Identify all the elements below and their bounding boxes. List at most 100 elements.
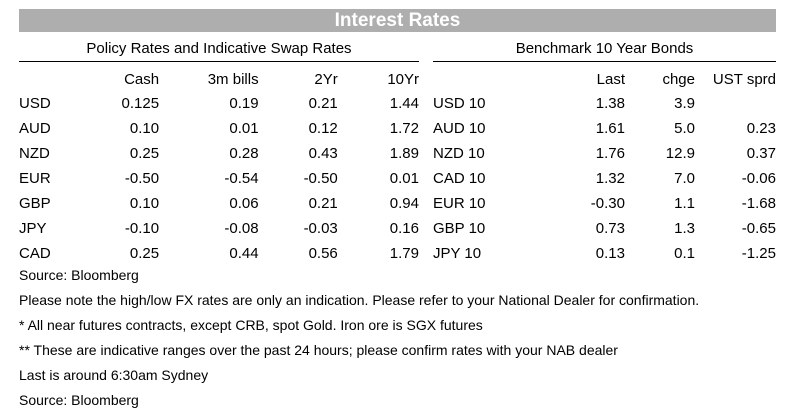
table-cell: -0.50 [124, 170, 160, 187]
table-cell: 1.32 [595, 170, 625, 187]
table-cell: -0.06 [741, 170, 776, 187]
table-cell [695, 91, 776, 116]
column-header: chge [662, 71, 695, 88]
table-cell: 0.56 [308, 245, 338, 262]
futures-note: * All near futures contracts, except CRB… [19, 317, 483, 333]
table-cell: 1.89 [389, 145, 419, 162]
row-label: AUD 10 [433, 120, 486, 137]
table-cell: 0.10 [129, 120, 160, 137]
table-cell: 0.01 [229, 120, 259, 137]
source-note: Source: Bloomberg [19, 267, 139, 283]
table-cell: 0.1 [674, 245, 695, 262]
column-header: 2Yr [314, 71, 338, 88]
column-header-blank [433, 61, 533, 91]
table-cell: 0.06 [229, 195, 259, 212]
table-cell: 1.76 [595, 145, 625, 162]
ranges-note: ** These are indicative ranges over the … [19, 342, 618, 358]
column-header: 10Yr [387, 71, 419, 88]
table-cell: -0.54 [224, 170, 259, 187]
table-row: USD 10 1.38 3.9 [433, 91, 776, 116]
table-cell: 1.38 [595, 95, 625, 112]
table-cell: 0.10 [129, 195, 160, 212]
table-cell: 1.44 [389, 95, 419, 112]
table-row: CAD 10 1.32 7.0 -0.06 [433, 166, 776, 191]
table-cell: -1.25 [741, 245, 776, 262]
row-label: GBP [19, 195, 51, 212]
table-row: AUD 0.10 0.01 0.12 1.72 [19, 116, 419, 141]
table-cell: 3.9 [674, 95, 695, 112]
table-cell: 0.25 [129, 145, 160, 162]
column-header: Last [596, 71, 625, 88]
table-cell: 1.1 [674, 195, 695, 212]
table-cell: 0.23 [746, 120, 776, 137]
policy-rates-table: Cash 3m bills 2Yr 10Yr USD 0.125 0.19 0.21 1… [19, 61, 419, 266]
row-label: CAD [19, 245, 51, 262]
bond-yields-heading: Benchmark 10 Year Bonds [433, 41, 776, 62]
table-cell: 0.01 [389, 170, 419, 187]
table-cell: 0.44 [229, 245, 259, 262]
row-label: NZD [19, 145, 50, 162]
table-cell: 1.61 [595, 120, 625, 137]
table-row: JPY -0.10 -0.08 -0.03 0.16 [19, 216, 419, 241]
table-cell: -0.08 [224, 220, 259, 237]
page-title: Interest Rates [19, 9, 776, 32]
table-cell: 0.13 [595, 245, 625, 262]
column-header: Cash [124, 71, 160, 88]
table-cell: 0.25 [129, 245, 160, 262]
table-cell: 0.73 [595, 220, 625, 237]
table-row: EUR 10 -0.30 1.1 -1.68 [433, 191, 776, 216]
table-cell: -0.50 [303, 170, 338, 187]
table-cell: 12.9 [665, 145, 695, 162]
source-note: Source: Bloomberg [19, 392, 139, 408]
table-cell: 1.79 [389, 245, 419, 262]
table-cell: -1.68 [741, 195, 776, 212]
table-cell: -0.30 [590, 195, 625, 212]
row-label: EUR [19, 170, 51, 187]
table-row: NZD 0.25 0.28 0.43 1.89 [19, 141, 419, 166]
table-header-row: Last chge UST sprd [433, 61, 776, 91]
row-label: JPY 10 [433, 245, 482, 262]
column-header: UST sprd [712, 71, 776, 88]
table-cell: 0.28 [229, 145, 259, 162]
table-cell: -0.10 [124, 220, 160, 237]
table-cell: 0.16 [389, 220, 419, 237]
table-row: CAD 0.25 0.44 0.56 1.79 [19, 241, 419, 266]
column-header: 3m bills [207, 71, 259, 88]
table-row: USD 0.125 0.19 0.21 1.44 [19, 91, 419, 116]
table-row: EUR -0.50 -0.54 -0.50 0.01 [19, 166, 419, 191]
policy-rates-heading: Policy Rates and Indicative Swap Rates [19, 41, 419, 62]
table-cell: -0.03 [303, 220, 338, 237]
table-cell: 0.21 [308, 95, 338, 112]
table-row: GBP 10 0.73 1.3 -0.65 [433, 216, 776, 241]
footnotes: Source: Bloomberg Please note the high/l… [19, 266, 699, 416]
disclaimer-note: Please note the high/low FX rates are on… [19, 292, 700, 308]
table-cell: 7.0 [674, 170, 695, 187]
row-label: EUR 10 [433, 195, 486, 212]
table-cell: 1.72 [389, 120, 419, 137]
table-header-row: Cash 3m bills 2Yr 10Yr [19, 61, 419, 91]
table-cell: 0.43 [308, 145, 338, 162]
row-label: AUD [19, 120, 51, 137]
table-cell: 0.19 [229, 95, 259, 112]
table-cell: -0.65 [741, 220, 776, 237]
table-cell: 0.94 [389, 195, 419, 212]
row-label: NZD 10 [433, 145, 485, 162]
table-row: NZD 10 1.76 12.9 0.37 [433, 141, 776, 166]
table-cell: 0.125 [121, 95, 160, 112]
table-cell: 1.3 [674, 220, 695, 237]
table-cell: 0.37 [746, 145, 776, 162]
row-label: GBP 10 [433, 220, 486, 237]
row-label: JPY [19, 220, 47, 237]
column-header-blank [19, 61, 80, 91]
bond-yields-table: Last chge UST sprd USD 10 1.38 3.9 AUD 10 1.… [433, 61, 776, 266]
table-cell: 5.0 [674, 120, 695, 137]
table-cell: 0.12 [308, 120, 338, 137]
table-row: GBP 0.10 0.06 0.21 0.94 [19, 191, 419, 216]
row-label: USD [19, 95, 51, 112]
table-row: JPY 10 0.13 0.1 -1.25 [433, 241, 776, 266]
timing-note: Last is around 6:30am Sydney [19, 367, 209, 383]
table-row: AUD 10 1.61 5.0 0.23 [433, 116, 776, 141]
row-label: USD 10 [433, 95, 486, 112]
table-cell: 0.21 [308, 195, 338, 212]
row-label: CAD 10 [433, 170, 486, 187]
